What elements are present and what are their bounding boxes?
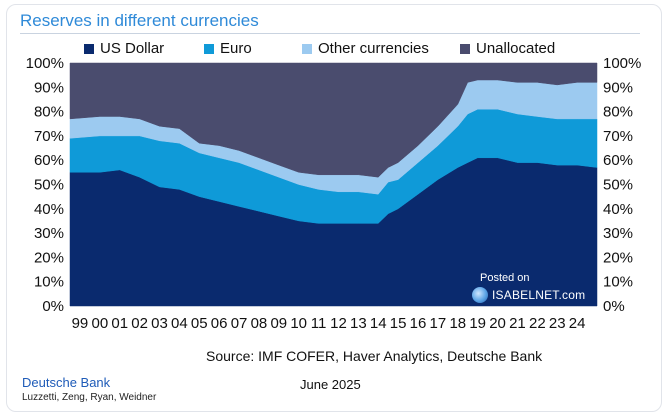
legend-swatch (204, 43, 214, 54)
watermark-site: ISABELNET.com (492, 288, 586, 302)
x-tick: 09 (270, 315, 287, 332)
y-tick-left: 50% (34, 177, 64, 194)
y-tick-left: 100% (26, 55, 64, 72)
legend-item: US Dollar (84, 40, 164, 57)
x-tick: 18 (449, 315, 466, 332)
y-tick-right: 80% (603, 104, 633, 121)
y-tick-left: 40% (34, 201, 64, 218)
y-tick-left: 20% (34, 249, 64, 266)
y-tick-left: 10% (34, 274, 64, 291)
x-tick: 02 (131, 315, 148, 332)
legend-label: Euro (220, 40, 252, 57)
legend-label: US Dollar (100, 40, 165, 57)
x-tick: 24 (569, 315, 586, 332)
legend-label: Unallocated (476, 40, 556, 57)
y-tick-left: 0% (42, 298, 64, 315)
legend-label: Other currencies (318, 40, 429, 57)
legend-swatch (302, 43, 312, 54)
watermark-posted: Posted on (480, 272, 530, 284)
y-tick-right: 70% (603, 128, 633, 145)
legend-item: Unallocated (460, 40, 555, 57)
x-tick: 23 (549, 315, 566, 332)
x-tick: 00 (91, 315, 108, 332)
title-divider (20, 33, 640, 34)
x-tick: 04 (171, 315, 188, 332)
chart-title: Reserves in different currencies (20, 11, 259, 30)
x-tick: 19 (469, 315, 486, 332)
y-tick-right: 100% (603, 55, 641, 72)
y-tick-right: 10% (603, 274, 633, 291)
y-tick-right: 30% (603, 225, 633, 242)
y-tick-left: 60% (34, 152, 64, 169)
brand-name: Deutsche Bank (22, 375, 111, 390)
y-tick-left: 30% (34, 225, 64, 242)
y-tick-right: 0% (603, 298, 625, 315)
x-tick: 13 (350, 315, 367, 332)
x-tick: 14 (370, 315, 387, 332)
report-date: June 2025 (300, 377, 361, 392)
x-tick: 12 (330, 315, 347, 332)
y-tick-right: 50% (603, 177, 633, 194)
x-tick: 11 (311, 315, 327, 332)
x-tick: 16 (410, 315, 427, 332)
x-tick: 20 (489, 315, 506, 332)
y-tick-left: 90% (34, 79, 64, 96)
x-tick: 03 (151, 315, 168, 332)
x-tick: 05 (191, 315, 208, 332)
x-tick: 06 (211, 315, 228, 332)
y-tick-left: 80% (34, 104, 64, 121)
y-tick-right: 40% (603, 201, 633, 218)
x-tick: 15 (390, 315, 407, 332)
area-unallocated (69, 62, 598, 178)
authors: Luzzetti, Zeng, Ryan, Weidner (22, 392, 157, 403)
watermark: Posted on ISABELNET.com (472, 272, 596, 306)
y-tick-right: 60% (603, 152, 633, 169)
x-tick: 10 (290, 315, 307, 332)
legend-item: Euro (204, 40, 252, 57)
x-tick: 08 (251, 315, 268, 332)
globe-icon (472, 287, 488, 303)
y-tick-right: 90% (603, 79, 633, 96)
legend-item: Other currencies (302, 40, 429, 57)
y-tick-left: 70% (34, 128, 64, 145)
legend-swatch (84, 43, 94, 54)
legend-swatch (460, 43, 470, 54)
x-tick: 99 (72, 315, 89, 332)
x-tick: 21 (509, 315, 526, 332)
y-tick-right: 20% (603, 249, 633, 266)
x-tick: 01 (111, 315, 128, 332)
x-tick: 07 (231, 315, 248, 332)
chart-frame (6, 4, 662, 412)
source-note: Source: IMF COFER, Haver Analytics, Deut… (206, 348, 543, 364)
x-tick: 22 (529, 315, 546, 332)
x-tick: 17 (430, 315, 447, 332)
